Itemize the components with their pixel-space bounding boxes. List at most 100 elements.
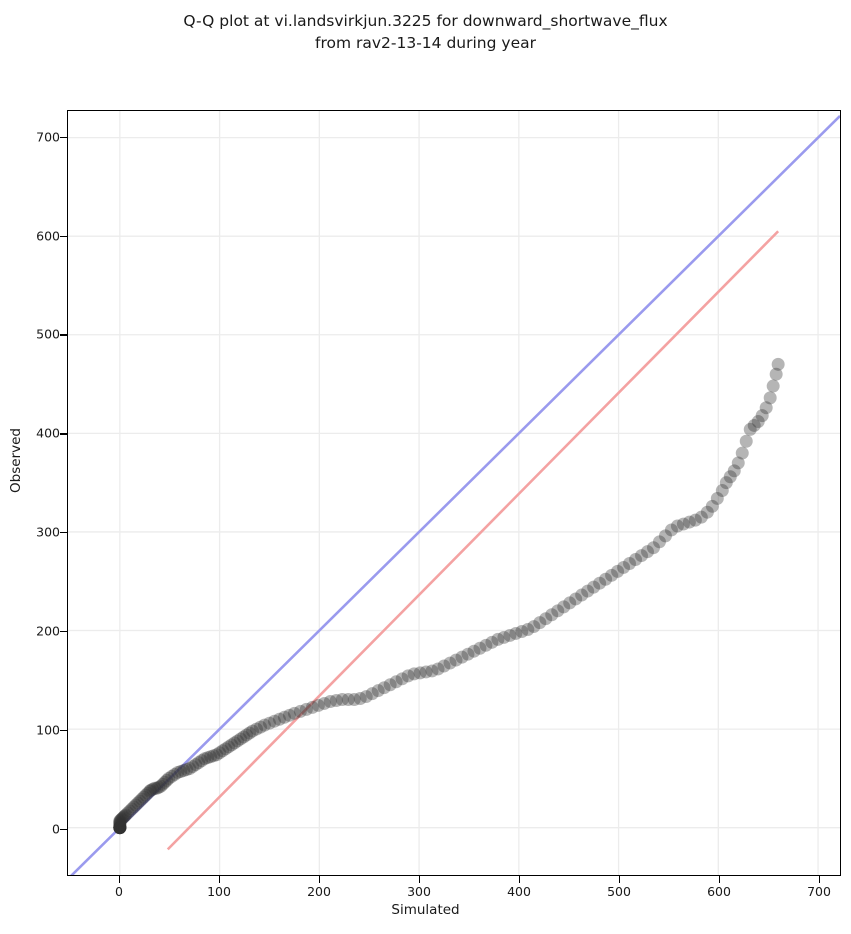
x-axis-tick-labels: 0 100 200 300 400 500 600 700 bbox=[0, 884, 851, 904]
scatter-point bbox=[162, 771, 176, 785]
scatter-point bbox=[113, 821, 127, 835]
scatter-point bbox=[133, 794, 147, 808]
scatter-point bbox=[413, 666, 427, 680]
scatter-point bbox=[177, 764, 191, 777]
scatter-point bbox=[262, 716, 276, 730]
scatter-point bbox=[113, 816, 127, 830]
scatter-point bbox=[258, 718, 271, 732]
scatter-point bbox=[629, 553, 643, 567]
scatter-point bbox=[117, 810, 131, 824]
scatter-point bbox=[113, 818, 127, 832]
scatter-point bbox=[527, 620, 541, 634]
scatter-point bbox=[587, 580, 601, 594]
y-axis-tick-mark bbox=[60, 433, 67, 435]
scatter-point bbox=[461, 647, 475, 661]
scatter-point bbox=[437, 659, 451, 673]
scatter-point bbox=[113, 817, 127, 831]
scatter-point bbox=[431, 662, 445, 676]
scatter-point bbox=[425, 664, 439, 678]
scatter-point bbox=[694, 510, 708, 524]
scatter-point bbox=[137, 790, 151, 804]
scatter-point bbox=[216, 744, 230, 758]
scatter-point bbox=[611, 564, 625, 578]
scatter-point bbox=[189, 758, 203, 772]
scatter-point bbox=[282, 708, 296, 722]
y-axis-tick-label: 700 bbox=[36, 129, 60, 145]
scatter-point bbox=[759, 401, 773, 415]
y-axis-tick-mark bbox=[60, 235, 67, 237]
scatter-point bbox=[168, 767, 182, 781]
x-axis-tick-label: 600 bbox=[707, 884, 731, 899]
scatter-point bbox=[113, 821, 127, 835]
x-axis-tick-mark bbox=[819, 876, 821, 883]
scatter-point bbox=[353, 692, 367, 706]
scatter-point bbox=[763, 391, 777, 405]
scatter-point bbox=[341, 693, 355, 707]
scatter-point bbox=[515, 625, 529, 638]
scatter-point bbox=[234, 732, 248, 746]
scatter-point bbox=[213, 746, 227, 760]
scatter-point bbox=[210, 748, 224, 762]
scatter-point bbox=[267, 714, 281, 728]
scatter-point bbox=[272, 712, 286, 726]
y-axis-tick-mark bbox=[60, 334, 67, 336]
scatter-point bbox=[371, 684, 385, 698]
scatter-point bbox=[113, 821, 127, 835]
y-axis-tick-label: 600 bbox=[36, 228, 60, 244]
x-axis-tick-mark bbox=[619, 876, 621, 883]
y-axis-tick-mark bbox=[60, 532, 67, 534]
scatter-point bbox=[113, 821, 127, 835]
scatter-point bbox=[670, 519, 684, 533]
x-axis-tick-mark bbox=[419, 876, 421, 883]
scatter-point bbox=[148, 781, 162, 795]
y-axis-tick-labels: 0 100 200 300 400 500 600 700 bbox=[8, 0, 60, 934]
scatter-point bbox=[119, 808, 133, 822]
y-axis-tick-mark bbox=[60, 630, 67, 633]
scatter-point bbox=[682, 515, 696, 529]
y-axis-tick-label: 400 bbox=[36, 425, 60, 441]
scatter-point bbox=[201, 751, 215, 765]
scatter-point bbox=[150, 781, 164, 795]
scatter-point bbox=[293, 704, 307, 718]
y-axis-tick-label: 0 bbox=[52, 821, 60, 837]
scatter-point bbox=[204, 750, 218, 764]
scatter-point bbox=[389, 675, 403, 689]
scatter-point bbox=[146, 782, 160, 796]
y-axis-tick-label: 200 bbox=[36, 623, 60, 639]
scatter-point bbox=[575, 588, 589, 602]
scatter-point bbox=[144, 783, 158, 797]
scatter-point bbox=[635, 549, 648, 563]
scatter-point bbox=[254, 720, 267, 734]
grid-lines bbox=[68, 111, 840, 875]
x-axis-tick-label: 500 bbox=[607, 884, 631, 899]
scatter-point bbox=[225, 738, 239, 752]
scatter-point bbox=[359, 690, 373, 704]
scatter-point bbox=[160, 773, 174, 787]
scatter-point bbox=[156, 777, 170, 791]
scatter-point bbox=[198, 752, 212, 766]
scatter-point bbox=[641, 545, 654, 559]
scatter-point bbox=[769, 367, 783, 381]
x-axis-tick-mark bbox=[519, 876, 521, 883]
scatter-point bbox=[219, 742, 233, 756]
x-axis-tick-label: 100 bbox=[207, 884, 231, 899]
scatter-point bbox=[113, 821, 127, 835]
scatter-point bbox=[688, 513, 702, 527]
scatter-point bbox=[125, 802, 139, 816]
scatter-point bbox=[617, 560, 631, 574]
scatter-point bbox=[192, 756, 206, 770]
scatter-point bbox=[739, 434, 753, 448]
scatter-point bbox=[228, 736, 242, 750]
scatter-point bbox=[113, 821, 127, 835]
x-axis-tick-mark bbox=[119, 876, 121, 883]
scatter-point bbox=[727, 464, 741, 478]
scatter-point bbox=[771, 357, 785, 371]
plot-area bbox=[67, 110, 841, 876]
scatter-point bbox=[377, 681, 391, 695]
scatter-point bbox=[715, 484, 729, 498]
scatter-point bbox=[700, 505, 714, 519]
scatter-point bbox=[479, 638, 493, 652]
scatter-point bbox=[593, 576, 607, 590]
scatter-point bbox=[240, 728, 254, 742]
